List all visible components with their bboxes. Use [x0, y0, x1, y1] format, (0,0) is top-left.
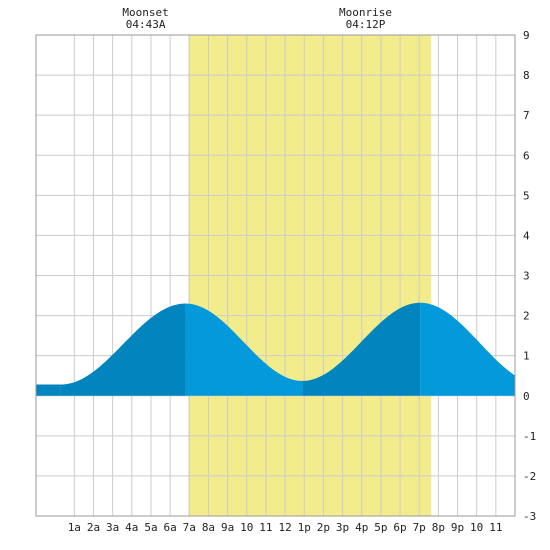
- x-tick-label: 10: [240, 521, 253, 534]
- x-tick-label: 5p: [374, 521, 387, 534]
- x-tick-label: 12: [278, 521, 291, 534]
- moon-event-time: 04:43A: [126, 18, 166, 31]
- y-tick-label: 3: [523, 270, 530, 283]
- tide-area-falling-4: [420, 302, 515, 396]
- tide-area-rising-0: [36, 384, 61, 396]
- y-tick-label: -3: [523, 510, 536, 523]
- y-tick-label: 8: [523, 69, 530, 82]
- x-tick-label: 7p: [413, 521, 426, 534]
- tide-area-rising-1: [60, 303, 186, 396]
- x-tick-label: 9p: [451, 521, 464, 534]
- y-tick-label: 4: [523, 229, 530, 242]
- tide-area-falling-2: [185, 303, 303, 396]
- moon-event-time: 04:12P: [346, 18, 386, 31]
- moon-event-name: Moonrise: [339, 6, 392, 19]
- x-tick-label: 6a: [163, 521, 176, 534]
- x-tick-label: 2a: [87, 521, 100, 534]
- moon-event-name: Moonset: [122, 6, 168, 19]
- y-tick-label: -1: [523, 430, 536, 443]
- x-tick-label: 1a: [68, 521, 81, 534]
- x-tick-label: 6p: [393, 521, 406, 534]
- x-tick-label: 11: [489, 521, 502, 534]
- x-tick-label: 3a: [106, 521, 119, 534]
- x-tick-label: 8p: [432, 521, 445, 534]
- x-tick-label: 8a: [202, 521, 215, 534]
- y-tick-label: 6: [523, 149, 530, 162]
- x-tick-label: 7a: [183, 521, 196, 534]
- plot-frame: [35, 34, 516, 517]
- x-tick-label: 9a: [221, 521, 234, 534]
- y-tick-label: 0: [523, 390, 530, 403]
- x-tick-label: 5a: [144, 521, 157, 534]
- x-tick-label: 4p: [355, 521, 368, 534]
- x-tick-label: 11: [259, 521, 272, 534]
- x-tick-label: 10: [470, 521, 483, 534]
- x-tick-label: 3p: [336, 521, 349, 534]
- y-tick-label: -2: [523, 470, 536, 483]
- y-tick-label: 9: [523, 29, 530, 42]
- x-tick-label: 4a: [125, 521, 138, 534]
- tide-area-rising-3: [302, 302, 421, 396]
- y-tick-label: 5: [523, 189, 530, 202]
- y-tick-label: 1: [523, 350, 530, 363]
- x-tick-label: 2p: [317, 521, 330, 534]
- x-tick-label: 1p: [298, 521, 311, 534]
- y-tick-label: 7: [523, 109, 530, 122]
- y-tick-label: 2: [523, 310, 530, 323]
